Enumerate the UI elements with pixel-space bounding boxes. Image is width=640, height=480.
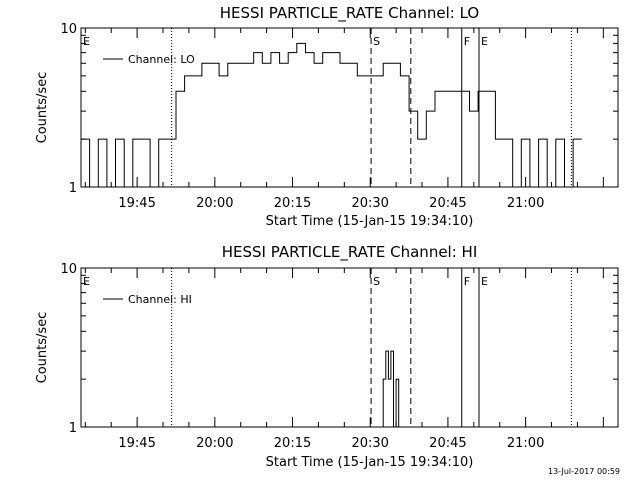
event-marker-label: E <box>481 275 488 288</box>
x-tick-label: 21:00 <box>507 436 544 451</box>
x-tick-label: 19:45 <box>118 436 155 451</box>
y-tick-label: 10 <box>60 22 77 37</box>
y-axis-label: Counts/sec <box>35 312 50 384</box>
series-line <box>380 350 404 428</box>
event-marker-label: E <box>481 35 488 48</box>
x-axis-label: Start Time (15-Jan-15 19:34:10) <box>266 214 474 229</box>
chart-panel-1: HESSI PARTICLE_RATE Channel: HI 1 10 Counts… <box>35 243 619 470</box>
chart-title: HESSI PARTICLE_RATE Channel: HI <box>222 243 478 262</box>
footer-timestamp: 13-Jul-2017 00:59 <box>548 467 620 476</box>
event-marker-label: S <box>373 275 380 288</box>
x-tick-label: 20:30 <box>351 196 388 211</box>
x-tick-label: 20:45 <box>429 436 466 451</box>
chart-title: HESSI PARTICLE_RATE Channel: LO <box>220 4 479 23</box>
x-tick-label: 20:45 <box>429 196 466 211</box>
x-axis-label: Start Time (15-Jan-15 19:34:10) <box>266 455 474 470</box>
event-marker-label: F <box>464 275 470 288</box>
x-tick-label: 20:15 <box>274 436 311 451</box>
y-tick-label: 1 <box>69 421 77 436</box>
x-tick-label: 20:00 <box>196 196 233 211</box>
chart-panel-0: HESSI PARTICLE_RATE Channel: LO 1 10 Counts… <box>35 4 619 229</box>
event-marker-label: E <box>83 35 90 48</box>
x-tick-label: 20:30 <box>351 436 388 451</box>
y-tick-label: 1 <box>69 181 77 196</box>
series-line <box>81 42 582 188</box>
y-axis-label: Counts/sec <box>35 72 50 144</box>
plot-frame <box>80 267 619 428</box>
x-tick-label: 20:00 <box>196 436 233 451</box>
legend-entry: Channel: HI <box>128 293 192 306</box>
x-tick-label: 20:15 <box>274 196 311 211</box>
event-marker-label: S <box>373 35 380 48</box>
x-tick-label: 19:45 <box>118 196 155 211</box>
y-tick-label: 10 <box>60 262 77 277</box>
plot-frame <box>80 27 619 188</box>
event-marker-label: F <box>464 35 470 48</box>
event-marker-label: E <box>83 275 90 288</box>
x-tick-label: 21:00 <box>507 196 544 211</box>
legend-entry: Channel: LO <box>128 53 195 66</box>
